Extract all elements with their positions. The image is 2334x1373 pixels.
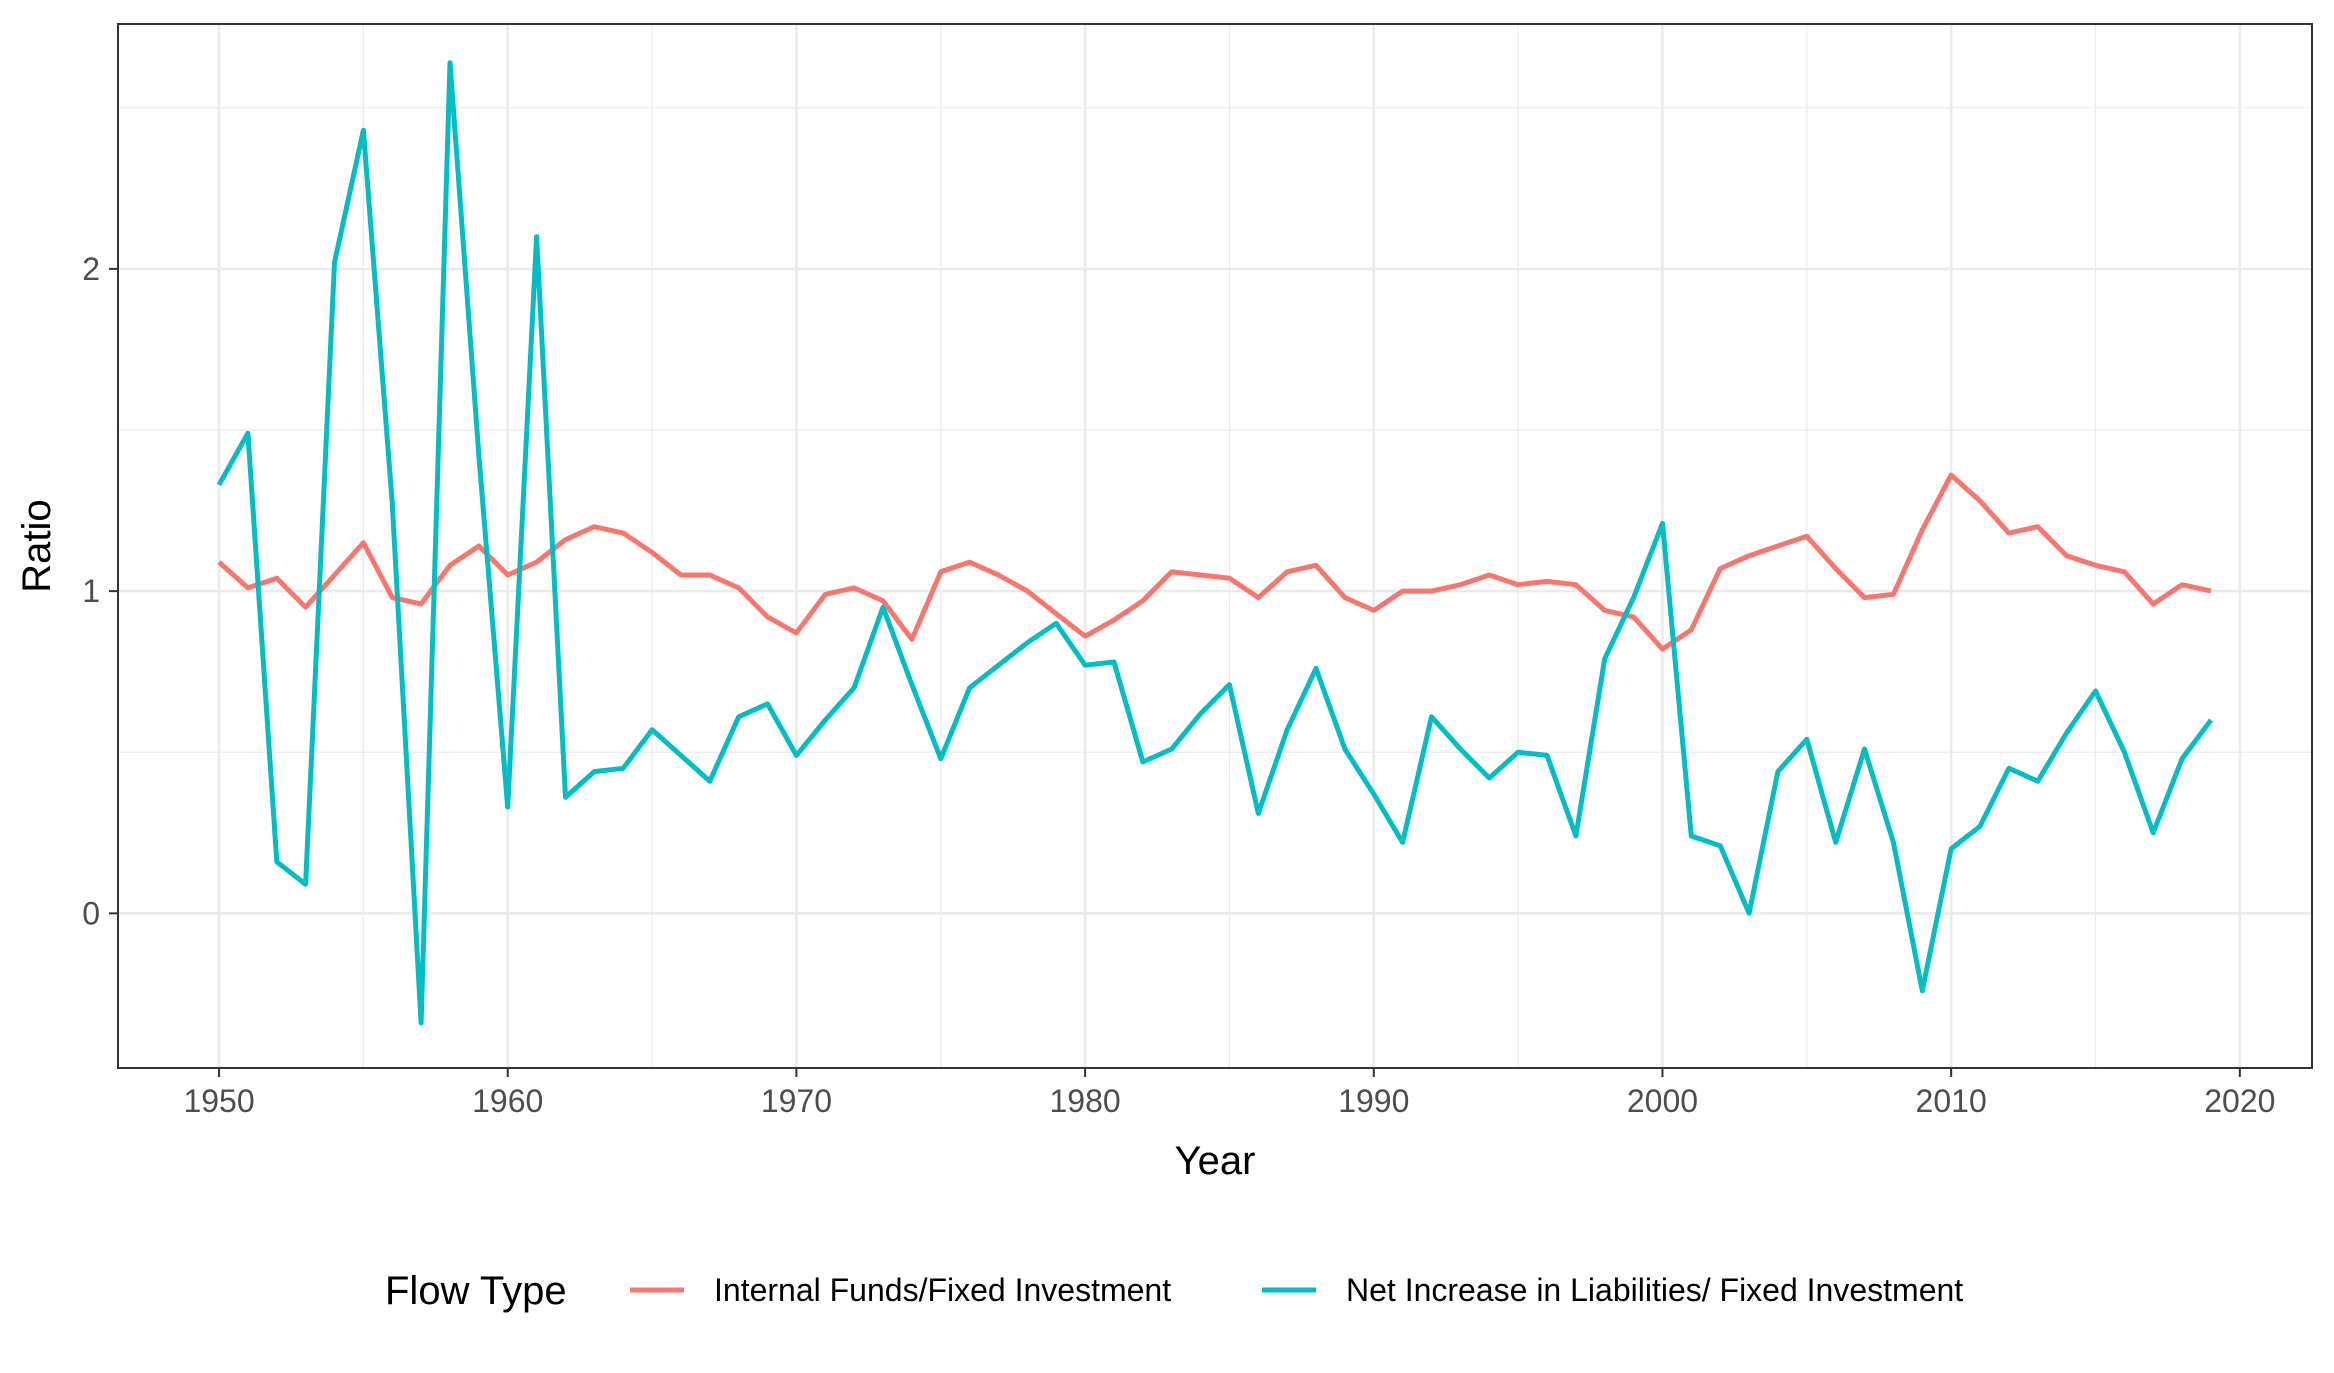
x-axis: 1950 1960 1970 1980 1990 2000 2010 2020	[183, 1068, 2275, 1119]
y-axis-title: Ratio	[15, 499, 59, 592]
legend-title: Flow Type	[385, 1269, 567, 1313]
legend: Flow Type Internal Funds/Fixed Investment…	[385, 1269, 1963, 1313]
x-tick-label: 2010	[1916, 1083, 1987, 1119]
x-tick-label: 1980	[1049, 1083, 1120, 1119]
x-tick-label: 2000	[1627, 1083, 1698, 1119]
legend-label-2: Net Increase in Liabilities/ Fixed Inves…	[1346, 1272, 1963, 1308]
y-tick-label: 0	[82, 895, 100, 931]
y-axis: 0 1 2	[82, 251, 118, 931]
x-tick-label: 1960	[472, 1083, 543, 1119]
x-tick-label: 1950	[183, 1083, 254, 1119]
minor-gridlines	[118, 24, 2312, 1068]
x-axis-title: Year	[1175, 1139, 1256, 1183]
x-tick-label: 2020	[2204, 1083, 2275, 1119]
series-line-2	[216, 60, 2214, 1026]
panel-border	[117, 23, 2313, 1069]
major-gridlines	[118, 24, 2312, 1068]
legend-label-1: Internal Funds/Fixed Investment	[714, 1272, 1171, 1308]
y-tick-label: 2	[82, 251, 100, 287]
x-tick-label: 1990	[1338, 1083, 1409, 1119]
series-lines	[216, 60, 2214, 1026]
y-tick-label: 1	[82, 573, 100, 609]
x-tick-label: 1970	[761, 1083, 832, 1119]
